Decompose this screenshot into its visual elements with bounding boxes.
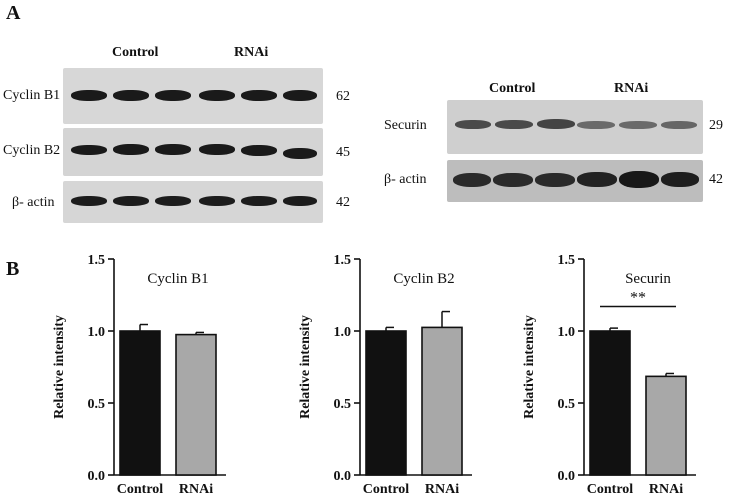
- y-tick-label: 1.0: [558, 325, 576, 340]
- y-tick-label: 0.5: [88, 397, 106, 412]
- blot-right-beta-actin: [447, 160, 703, 202]
- right-blot-header-rnai: RNAi: [614, 81, 649, 96]
- panel-a-label: A: [6, 2, 21, 24]
- y-tick-label: 1.5: [88, 253, 106, 268]
- left-blot-label-cyclin-b2: Cyclin B2: [3, 143, 61, 158]
- blot-securin: [447, 100, 703, 154]
- y-tick-label: 1.0: [334, 325, 352, 340]
- y-axis-label: Relative intensity: [522, 315, 537, 419]
- right-blot-mw-beta-actin: 42: [709, 172, 723, 187]
- right-blot-label-securin: Securin: [384, 118, 427, 133]
- chart-securin: 0.0 0.5 1.0 1.5 Relative intensity Securin Con…: [522, 253, 696, 497]
- x-tick-label: RNAi: [425, 482, 459, 497]
- left-blot-label-cyclin-b1: Cyclin B1: [3, 88, 61, 103]
- chart-title: Cyclin B2: [393, 271, 454, 287]
- x-tick-label: RNAi: [649, 482, 683, 497]
- significance-marker: **: [630, 290, 646, 307]
- y-tick-label: 0.5: [334, 397, 352, 412]
- left-blot-header-control: Control: [112, 45, 159, 60]
- right-blot-label-beta-actin: β- actin: [384, 172, 427, 187]
- left-blot-label-beta-actin: β- actin: [12, 195, 55, 210]
- bar-rnai: [421, 326, 463, 476]
- y-tick-label: 0.0: [334, 469, 352, 484]
- y-axis-label: Relative intensity: [298, 315, 313, 419]
- bar-control: [365, 330, 407, 476]
- blot-cyclin-b2: [63, 128, 323, 176]
- blot-left-beta-actin: [63, 181, 323, 223]
- y-axis-label: Relative intensity: [52, 315, 67, 419]
- right-blot-header-control: Control: [489, 81, 536, 96]
- x-tick-label: Control: [363, 482, 410, 497]
- y-tick-label: 0.0: [558, 469, 576, 484]
- bar-rnai: [645, 375, 687, 476]
- left-blot-mw-cyclin-b2: 45: [336, 145, 350, 160]
- left-blot-header-rnai: RNAi: [234, 45, 269, 60]
- panel-b-label: B: [6, 258, 20, 280]
- left-blot-mw-beta-actin: 42: [336, 195, 350, 210]
- x-tick-label: Control: [587, 482, 634, 497]
- right-blot-mw-securin: 29: [709, 118, 723, 133]
- x-tick-label: RNAi: [179, 482, 213, 497]
- y-tick-label: 0.5: [558, 397, 576, 412]
- y-tick-label: 1.5: [334, 253, 352, 268]
- chart-title: Securin: [625, 271, 671, 287]
- y-tick-label: 1.5: [558, 253, 576, 268]
- y-tick-label: 0.0: [88, 469, 106, 484]
- bar-control: [119, 330, 161, 476]
- chart-cyclin-b1: 0.0 0.5 1.0 1.5 Relative intensity Cyclin B1 C…: [52, 253, 226, 497]
- y-tick-label: 1.0: [88, 325, 106, 340]
- bar-rnai: [175, 333, 217, 476]
- chart-cyclin-b2: 0.0 0.5 1.0 1.5 Relative intensity Cyclin B2 C…: [298, 253, 472, 497]
- x-tick-label: Control: [117, 482, 164, 497]
- blot-cyclin-b1: [63, 68, 323, 124]
- bar-control: [589, 330, 631, 476]
- chart-title: Cyclin B1: [147, 271, 208, 287]
- left-blot-mw-cyclin-b1: 62: [336, 89, 350, 104]
